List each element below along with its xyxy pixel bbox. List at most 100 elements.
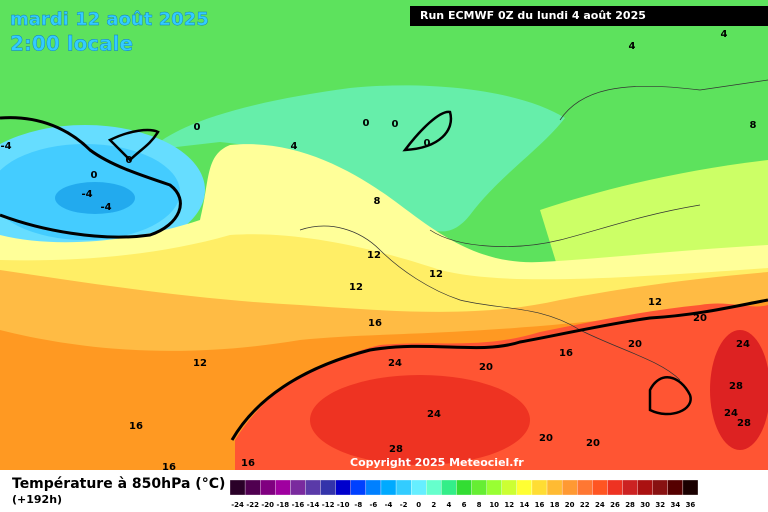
colorbar-tick-label: 28 <box>625 501 635 509</box>
colorbar-swatch <box>290 479 306 496</box>
colorbar-swatch <box>592 479 608 496</box>
colorbar: -24 -22 -20 -18 -16 -14 -12 -10 -8 -6 -4 -2 0 2 4 6 8 10 1… <box>229 479 699 509</box>
colorbar-swatch <box>682 479 699 496</box>
colorbar-swatch <box>380 479 397 496</box>
contour-line <box>402 110 453 152</box>
contour-line <box>107 128 160 162</box>
contour-label: 4 <box>629 41 636 52</box>
colorbar-swatch <box>441 479 457 496</box>
contour-label: 24 <box>724 408 738 419</box>
coastline <box>299 79 768 381</box>
contour-label: 20 <box>693 313 707 324</box>
colorbar-swatch <box>350 479 367 496</box>
colorbar-swatch <box>561 479 578 496</box>
colorbar-tick-label: -18 <box>277 501 290 509</box>
time-title: 2:00 locale <box>10 32 133 56</box>
colorbar-swatch <box>607 479 623 496</box>
colorbar-tick-label: 10 <box>489 501 499 509</box>
colorbar-swatch <box>305 479 321 496</box>
contour-label: 0 <box>363 118 370 129</box>
colorbar-tick-label: 30 <box>640 501 650 509</box>
map-area <box>0 0 768 470</box>
colorbar-tick-label: 18 <box>550 501 560 509</box>
colorbar-swatch <box>365 479 382 496</box>
contour-label: -4 <box>81 189 92 200</box>
colorbar-swatch <box>531 479 548 496</box>
contour-label: 28 <box>729 381 743 392</box>
colorbar-tick-label: -8 <box>354 501 362 509</box>
contour-label: 0 <box>392 119 399 130</box>
contour-label: 0 <box>424 138 431 149</box>
contour-label: 20 <box>539 433 553 444</box>
run-info: Run ECMWF 0Z du lundi 4 août 2025 <box>420 9 646 22</box>
colorbar-tick-label: -2 <box>400 501 408 509</box>
contour-label: 12 <box>648 297 662 308</box>
contour-label: 28 <box>389 444 403 455</box>
colorbar-swatch <box>229 479 246 496</box>
colorbar-swatch <box>667 479 684 496</box>
colorbar-tick-label: 32 <box>655 501 665 509</box>
contour-label: 0 <box>126 155 133 166</box>
contour-label: 16 <box>162 462 176 473</box>
contour-labels: -4 0 0 0 -4 -4 0 0 0 4 4 4 8 8 12 12 12 12 16 20 24 20 16 24 20 1… <box>0 29 756 473</box>
contour-label: -4 <box>0 141 11 152</box>
contour-label: 28 <box>737 418 751 429</box>
colorbar-tick-label: 22 <box>580 501 590 509</box>
contour-label: 16 <box>368 318 382 329</box>
contour-label: 12 <box>193 358 207 369</box>
colorbar-tick-label: 24 <box>595 501 605 509</box>
contour-label: -4 <box>100 202 111 213</box>
legend-title: Température à 850hPa (°C) <box>12 476 225 492</box>
colorbar-swatch <box>275 479 291 496</box>
contour-label: 20 <box>479 362 493 373</box>
contour-label: 12 <box>367 250 381 261</box>
contour-line <box>0 116 182 239</box>
colorbar-tick-label: -10 <box>337 501 350 509</box>
colorbar-swatch <box>244 479 261 496</box>
contour-label: 24 <box>388 358 402 369</box>
colorbar-swatch <box>501 479 517 496</box>
copyright: Copyright 2025 Meteociel.fr <box>350 456 524 469</box>
colorbar-tick-label: 34 <box>670 501 680 509</box>
cold-core <box>55 182 135 214</box>
colorbar-tick-label: -14 <box>307 501 320 509</box>
colorbar-tick-label: 20 <box>565 501 575 509</box>
colorbar-tick-label: 0 <box>416 501 421 509</box>
colorbar-tick-label: 8 <box>477 501 482 509</box>
colorbar-tick-label: -22 <box>246 501 259 509</box>
legend-subtitle: (+192h) <box>12 493 62 506</box>
colorbar-tick-label: -16 <box>292 501 305 509</box>
colorbar-tick-label: -12 <box>322 501 335 509</box>
contour-label: 20 <box>628 339 642 350</box>
colorbar-swatch <box>546 479 563 496</box>
contour-label: 16 <box>241 458 255 469</box>
contour-label: 0 <box>91 170 98 181</box>
colorbar-tick-label: 6 <box>462 501 467 509</box>
very-hot-core <box>310 375 530 465</box>
run-banner <box>410 6 768 26</box>
mild-region <box>540 160 768 275</box>
contour-label: 8 <box>750 120 757 131</box>
colorbar-swatch <box>411 479 427 496</box>
contour-label: 16 <box>559 348 573 359</box>
colorbar-tick-label: -6 <box>370 501 378 509</box>
colorbar-swatch <box>260 479 276 496</box>
colorbar-tick-label: 4 <box>446 501 451 509</box>
contour-label: 4 <box>721 29 728 40</box>
date-title: mardi 12 août 2025 <box>10 9 209 30</box>
contour-label: 8 <box>374 196 381 207</box>
colorbar-tick-label: -24 <box>231 501 244 509</box>
colorbar-swatch <box>622 479 638 496</box>
colorbar-swatch <box>335 479 351 496</box>
colorbar-swatch <box>577 479 593 496</box>
colorbar-tick-label: 16 <box>535 501 545 509</box>
colorbar-swatch <box>426 479 442 496</box>
colorbar-tick-label: -4 <box>385 501 393 509</box>
contour-label: 0 <box>194 122 201 133</box>
colorbar-swatch <box>395 479 412 496</box>
colorbar-swatch <box>486 479 502 496</box>
colorbar-tick-label: -20 <box>261 501 274 509</box>
contour-label: 24 <box>736 339 750 350</box>
contour-label: 20 <box>586 438 600 449</box>
